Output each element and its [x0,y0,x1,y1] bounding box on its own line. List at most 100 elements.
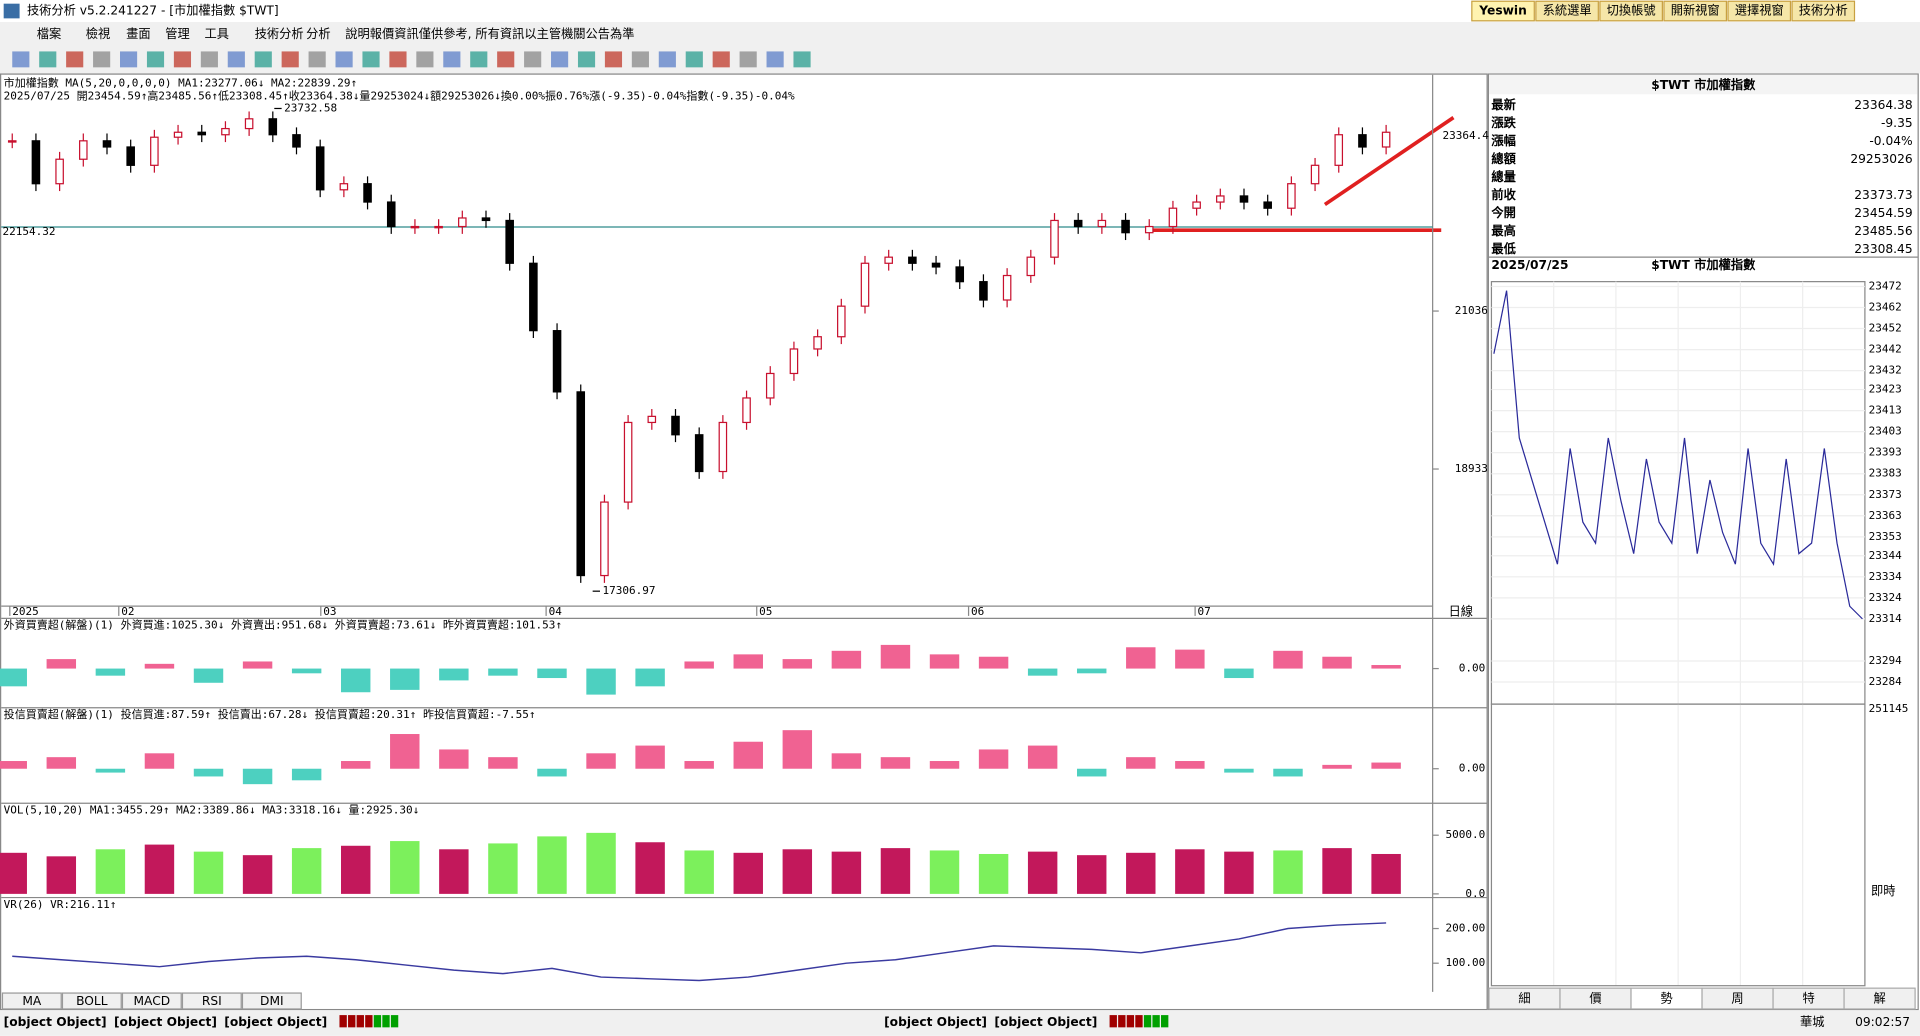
bar [733,654,763,669]
indicator-tab-bg[interactable] [1,992,62,1010]
candle-body [363,183,372,203]
toolbar-icon[interactable] [389,51,407,68]
menu-item[interactable]: 檔案 [37,26,61,41]
menu-button-bg[interactable] [1663,0,1728,22]
x-tick-label: 04 [549,605,563,618]
indicator-tab[interactable]: RSI [202,994,222,1008]
candle-body [197,131,207,136]
menu-button-bg[interactable] [1727,0,1792,22]
toolbar-icon[interactable] [173,51,192,68]
candle-body [505,219,514,264]
annotation: 17306.97 [602,584,655,597]
tab[interactable]: 細 [1518,992,1530,1006]
candle-body [1287,183,1296,209]
toolbar-icon[interactable] [793,51,811,68]
y-tick-label: 23413 [1869,404,1902,417]
intraday-title: $TWT 市加權指數 [1651,257,1756,272]
toolbar-icon[interactable] [281,51,299,68]
y-tick-label: 23363 [1869,509,1902,522]
menu-button[interactable]: 開新視窗 [1671,3,1720,18]
toolbar-icon[interactable] [443,51,461,68]
bar [831,650,862,669]
indicator-tab-bg[interactable] [181,992,242,1010]
toolbar-icon[interactable] [604,51,623,68]
toolbar-icon[interactable] [631,51,649,68]
tab[interactable]: 周 [1731,992,1743,1006]
menu-bar [0,22,1920,47]
toolbar-icon[interactable] [524,51,542,68]
candle-body [718,421,728,473]
indicator-tab[interactable]: MA [22,994,42,1008]
toolbar-icon[interactable] [766,51,784,68]
window-title: 技術分析 v5.2.241227 - [市加權指數 $TWT] [27,3,279,18]
indicator-tab-bg[interactable] [121,992,182,1010]
toolbar-icon[interactable] [120,51,138,68]
candle-body [410,225,420,229]
menu-item[interactable]: 畫面 [126,26,150,41]
toolbar-icon[interactable] [685,51,703,68]
menu-button-bg[interactable] [1535,0,1599,22]
toolbar-icon[interactable] [254,51,272,68]
menu-button-bg[interactable] [1791,0,1856,22]
toolbar-icon[interactable] [39,51,57,68]
menu-button[interactable]: 系統選單 [1543,4,1592,18]
tab[interactable]: 價 [1589,992,1601,1006]
tab[interactable]: 特 [1802,991,1814,1006]
tab[interactable]: 解 [1873,992,1885,1006]
menu-button[interactable]: Yeswin [1478,4,1527,18]
menu-item[interactable]: 分析 [306,27,330,41]
bar [1273,850,1303,894]
intraday-volume-plot [1490,703,1866,987]
bar [340,761,371,769]
toolbar-icon[interactable] [335,51,353,68]
tab[interactable]: 勢 [1660,991,1672,1006]
y-tick-label: 23383 [1869,467,1902,480]
status-item: [object Object] [884,1015,987,1029]
candle-body [7,140,17,143]
menu-button[interactable]: 切換帳號 [1607,3,1656,18]
menu-item[interactable]: 管理 [165,26,189,41]
y-tick-label: 23423 [1869,383,1902,396]
indicator-tab[interactable]: DMI [260,994,284,1008]
bar [635,842,665,894]
bar [929,654,960,669]
status-bar-indicator [1152,1015,1160,1028]
candle-body [31,140,41,185]
indicator-tab-bg[interactable] [61,992,122,1010]
toolbar-icon[interactable] [712,51,730,68]
toolbar-icon[interactable] [66,51,84,68]
toolbar-icon[interactable] [577,51,596,68]
indicator-tab[interactable]: MACD [133,994,170,1008]
tab-bg[interactable] [1843,987,1916,1010]
toolbar-icon[interactable] [658,51,676,68]
toolbar-icon[interactable] [308,51,326,68]
menu-button-bg[interactable] [1471,0,1535,22]
toolbar-icon[interactable] [146,51,165,68]
toolbar-icon[interactable] [362,51,380,68]
bar [1224,668,1254,679]
bar [390,841,420,894]
indicator-tab-bg[interactable] [241,992,302,1010]
menu-button[interactable]: 選擇視窗 [1735,3,1784,18]
candle-body [955,266,965,283]
toolbar-icon[interactable] [497,51,515,68]
quote-value: 23373.73 [1854,188,1912,202]
menu-button[interactable]: 技術分析 [1799,4,1848,18]
toolbar-icon[interactable] [416,51,434,68]
bar [242,855,273,894]
toolbar-icon[interactable] [227,51,245,68]
toolbar-icon[interactable] [200,51,218,68]
bar [1273,768,1303,777]
menu-item[interactable]: 工具 [204,27,228,41]
toolbar-icon[interactable] [470,51,488,68]
menu-item[interactable]: 技術分析 [255,27,304,41]
toolbar-icon[interactable] [739,51,757,68]
bar [1322,848,1352,894]
indicator-tab[interactable]: BOLL [76,994,108,1008]
toolbar-icon[interactable] [551,51,569,68]
toolbar-icon[interactable] [12,51,30,68]
menu-button-bg[interactable] [1599,0,1663,22]
toolbar-icon[interactable] [93,51,111,68]
menu-item[interactable]: 說明 [345,26,369,41]
menu-item[interactable]: 檢視 [86,26,110,41]
